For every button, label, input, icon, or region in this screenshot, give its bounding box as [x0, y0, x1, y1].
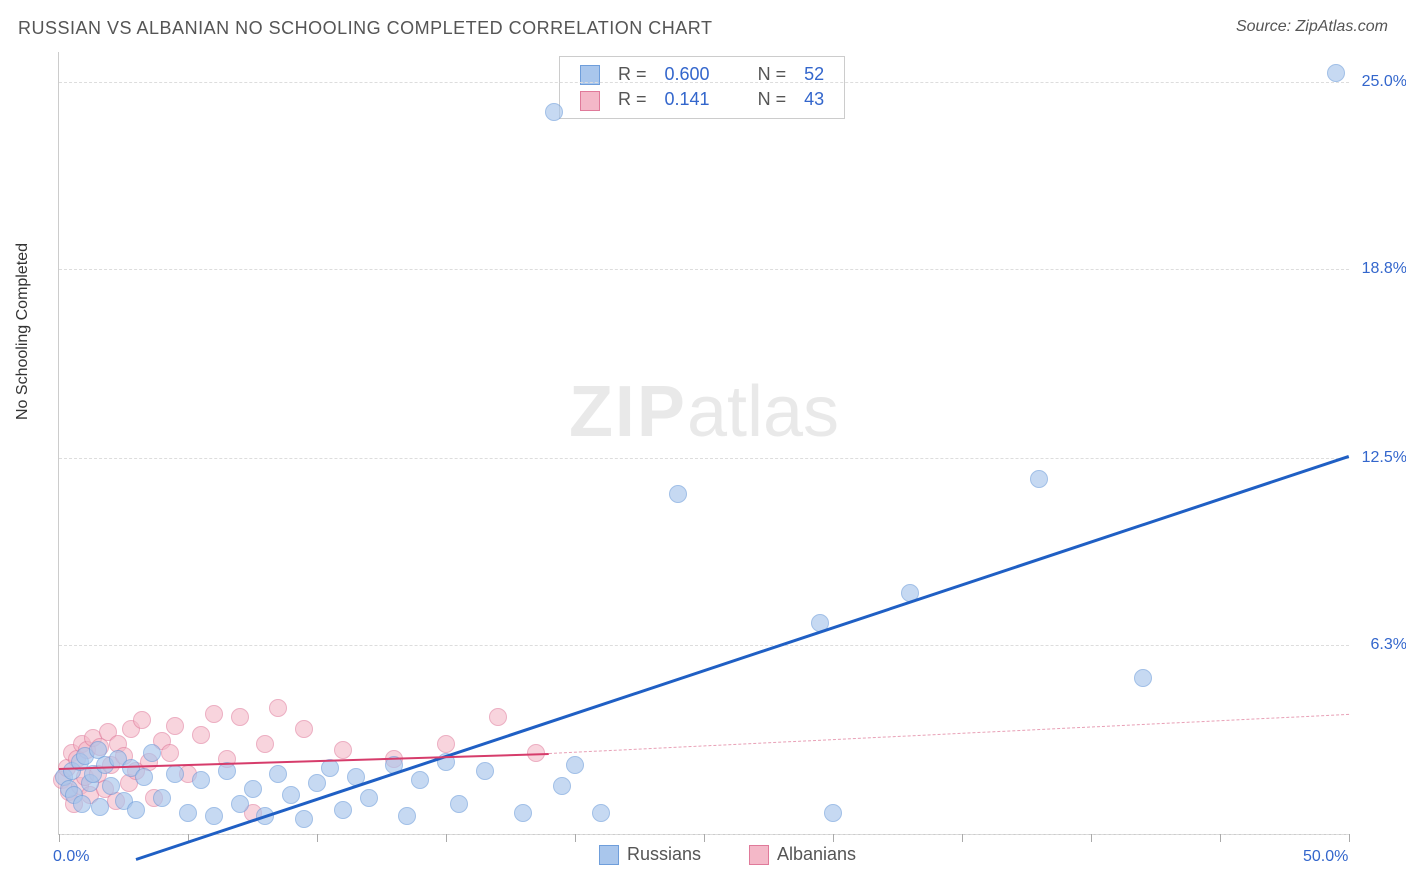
albanian-point	[269, 699, 287, 717]
chart-title: RUSSIAN VS ALBANIAN NO SCHOOLING COMPLET…	[18, 18, 712, 38]
albanian-point	[295, 720, 313, 738]
albanian-point	[133, 711, 151, 729]
x-axis-tick-label: 0.0%	[53, 848, 89, 866]
russian-point	[179, 804, 197, 822]
albanian-point	[231, 708, 249, 726]
gridline	[59, 645, 1349, 646]
trend-line	[136, 455, 1350, 861]
x-tick	[317, 834, 318, 842]
russian-point	[91, 798, 109, 816]
russian-point	[166, 765, 184, 783]
x-tick	[833, 834, 834, 842]
y-axis-label: No Schooling Completed	[14, 243, 32, 420]
albanian-point	[437, 735, 455, 753]
russian-point	[269, 765, 287, 783]
albanian-point	[489, 708, 507, 726]
legend-swatch	[749, 845, 769, 865]
russian-point	[143, 744, 161, 762]
russian-point	[1327, 64, 1345, 82]
legend-series: Russians	[599, 844, 701, 865]
x-tick	[59, 834, 60, 842]
x-tick	[1349, 834, 1350, 842]
legend-swatch	[580, 91, 600, 111]
legend-correlation-row: R =0.141N =43	[572, 88, 832, 111]
x-tick	[704, 834, 705, 842]
russian-point	[334, 801, 352, 819]
russian-point	[102, 777, 120, 795]
y-axis-tick-label: 6.3%	[1355, 636, 1406, 654]
russian-point	[566, 756, 584, 774]
legend-series-label: Russians	[627, 844, 701, 865]
albanian-point	[256, 735, 274, 753]
russian-point	[73, 795, 91, 813]
russian-point	[135, 768, 153, 786]
russian-point	[592, 804, 610, 822]
russian-point	[545, 103, 563, 121]
russian-point	[360, 789, 378, 807]
russian-point	[244, 780, 262, 798]
trend-line	[549, 714, 1349, 754]
russian-point	[669, 485, 687, 503]
albanian-point	[161, 744, 179, 762]
y-axis-tick-label: 12.5%	[1355, 449, 1406, 467]
gridline	[59, 269, 1349, 270]
albanian-point	[192, 726, 210, 744]
russian-point	[1030, 470, 1048, 488]
russian-point	[192, 771, 210, 789]
y-axis-tick-label: 25.0%	[1355, 73, 1406, 91]
legend-correlation-box: R =0.600N =52R =0.141N =43	[559, 56, 845, 119]
y-axis-tick-label: 18.8%	[1355, 260, 1406, 278]
legend-series: Albanians	[749, 844, 856, 865]
albanian-point	[205, 705, 223, 723]
x-tick	[446, 834, 447, 842]
plot-area: ZIPatlas R =0.600N =52R =0.141N =43 0.0%…	[58, 52, 1349, 835]
russian-point	[308, 774, 326, 792]
russian-point	[476, 762, 494, 780]
russian-point	[514, 804, 532, 822]
russian-point	[411, 771, 429, 789]
russian-point	[824, 804, 842, 822]
russian-point	[231, 795, 249, 813]
x-tick	[962, 834, 963, 842]
albanian-point	[166, 717, 184, 735]
watermark: ZIPatlas	[569, 371, 839, 453]
russian-point	[153, 789, 171, 807]
legend-swatch	[599, 845, 619, 865]
russian-point	[282, 786, 300, 804]
russian-point	[1134, 669, 1152, 687]
russian-point	[295, 810, 313, 828]
x-tick	[575, 834, 576, 842]
gridline	[59, 82, 1349, 83]
legend-series-label: Albanians	[777, 844, 856, 865]
russian-point	[553, 777, 571, 795]
gridline	[59, 458, 1349, 459]
russian-point	[127, 801, 145, 819]
source-label: Source: ZipAtlas.com	[1236, 18, 1388, 36]
albanian-point	[334, 741, 352, 759]
russian-point	[205, 807, 223, 825]
x-tick	[1220, 834, 1221, 842]
x-tick	[1091, 834, 1092, 842]
russian-point	[398, 807, 416, 825]
russian-point	[450, 795, 468, 813]
x-axis-tick-label: 50.0%	[1303, 848, 1348, 866]
